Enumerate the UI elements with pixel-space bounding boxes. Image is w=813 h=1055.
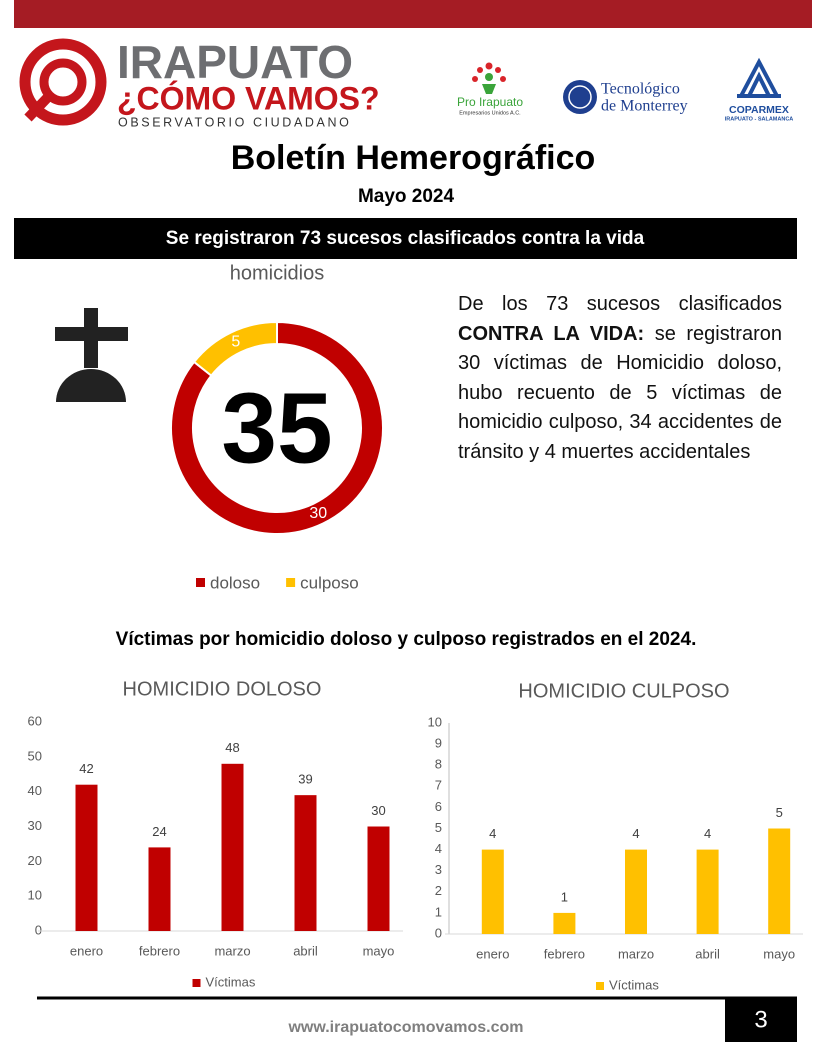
data-label: 48 xyxy=(225,740,239,755)
y-tick-label: 9 xyxy=(435,736,442,751)
y-tick-label: 40 xyxy=(28,783,42,798)
partner-tagline: IRAPUATO - SALAMANCA xyxy=(725,116,794,122)
chart-title: homicidios xyxy=(230,262,324,284)
y-tick-label: 50 xyxy=(28,748,42,763)
paragraph: De los 73 sucesos clasificados CONTRA LA… xyxy=(458,290,782,467)
logo-icon xyxy=(19,38,107,126)
y-tick-label: 2 xyxy=(435,883,442,898)
data-label: 4 xyxy=(489,826,496,841)
x-tick-label: febrero xyxy=(544,946,585,961)
bar xyxy=(625,849,647,934)
title: Boletín Hemerográfico xyxy=(231,139,596,177)
y-tick-label: 0 xyxy=(35,922,42,937)
bar xyxy=(768,828,791,934)
bar xyxy=(294,795,317,931)
x-tick-label: marzo xyxy=(618,946,654,961)
bar xyxy=(367,826,390,931)
page-number-box xyxy=(725,998,797,1042)
legend-label: culposo xyxy=(300,573,359,592)
pie-segment xyxy=(170,320,384,535)
x-tick-label: enero xyxy=(476,946,509,961)
subtitle: Mayo 2024 xyxy=(358,186,455,207)
partner-tagline: Empresarios Unidos A.C. xyxy=(459,110,521,116)
partner-name: Pro Irapuato xyxy=(457,95,523,109)
partner-name: de Monterrey xyxy=(601,98,688,115)
legend-label: doloso xyxy=(210,573,260,592)
footer-url: www.irapuatocomovamos.com xyxy=(287,1019,523,1036)
logo-title: IRAPUATO xyxy=(117,36,353,88)
data-label: 30 xyxy=(371,803,385,818)
tec-icon xyxy=(563,80,597,114)
legend-swatch xyxy=(192,979,201,987)
center-label: 35 xyxy=(221,372,332,484)
x-tick-label: abril xyxy=(695,946,720,961)
data-label: 42 xyxy=(79,761,93,776)
bar xyxy=(75,784,98,931)
chart-title: HOMICIDIO CULPOSO xyxy=(518,680,729,702)
data-label: 24 xyxy=(152,824,166,839)
y-tick-label: 7 xyxy=(435,778,442,793)
bar xyxy=(148,847,171,931)
y-tick-label: 5 xyxy=(435,820,442,835)
data-label: 5 xyxy=(776,805,783,820)
x-tick-label: febrero xyxy=(139,943,180,958)
banner xyxy=(14,218,797,259)
y-tick-label: 30 xyxy=(28,818,42,833)
legend-swatch xyxy=(596,982,604,990)
legend-swatch xyxy=(286,578,296,587)
y-tick-label: 6 xyxy=(435,799,442,814)
y-tick-label: 8 xyxy=(435,757,442,772)
top-bar xyxy=(14,0,812,28)
data-label: 5 xyxy=(231,334,240,351)
x-tick-label: marzo xyxy=(214,943,250,958)
legend-label: Víctimas xyxy=(206,974,256,989)
coparmex-icon xyxy=(737,57,781,98)
x-tick-label: enero xyxy=(70,943,103,958)
bar xyxy=(221,763,244,931)
x-tick-label: mayo xyxy=(363,943,395,958)
y-tick-label: 60 xyxy=(28,713,42,728)
y-tick-label: 20 xyxy=(28,853,42,868)
chart-title: HOMICIDIO DOLOSO xyxy=(123,678,322,700)
paragraph-text: De los 73 sucesos clasificados xyxy=(458,293,782,315)
banner-text: Se registraron 73 sucesos clasificados c… xyxy=(166,228,645,249)
logo-subtitle: ¿CÓMO VAMOS? xyxy=(117,80,380,116)
y-tick-label: 10 xyxy=(28,888,42,903)
partner-name: COPARMEX xyxy=(729,104,789,116)
bar xyxy=(481,849,504,934)
bar xyxy=(696,849,719,934)
grave-icon xyxy=(55,308,128,402)
paragraph-text: se registraron 30 víctimas de Homicidio … xyxy=(458,322,782,463)
data-label: 4 xyxy=(632,826,639,841)
y-tick-label: 0 xyxy=(435,925,442,940)
bar xyxy=(553,912,576,934)
pro-irapuato-icon xyxy=(472,62,506,94)
page-number: 3 xyxy=(754,1006,767,1033)
pie-segment xyxy=(192,320,278,378)
logo-tagline: OBSERVATORIO CIUDADANO xyxy=(118,115,351,129)
y-tick-label: 3 xyxy=(435,862,442,877)
x-tick-label: mayo xyxy=(763,946,795,961)
y-tick-label: 1 xyxy=(435,904,442,919)
paragraph-emphasis: CONTRA LA VIDA: xyxy=(458,322,645,345)
data-label: 4 xyxy=(704,826,711,841)
data-label: 39 xyxy=(298,772,312,787)
legend-swatch xyxy=(196,578,205,587)
y-tick-label: 10 xyxy=(428,714,442,729)
data-label: 30 xyxy=(309,505,327,522)
legend-label: Víctimas xyxy=(609,977,659,992)
data-label: 1 xyxy=(561,889,568,904)
section-heading: Víctimas por homicidio doloso y culposo … xyxy=(116,629,697,650)
x-tick-label: abril xyxy=(293,943,318,958)
y-tick-label: 4 xyxy=(435,841,442,856)
partner-name: Tecnológico xyxy=(601,81,680,98)
